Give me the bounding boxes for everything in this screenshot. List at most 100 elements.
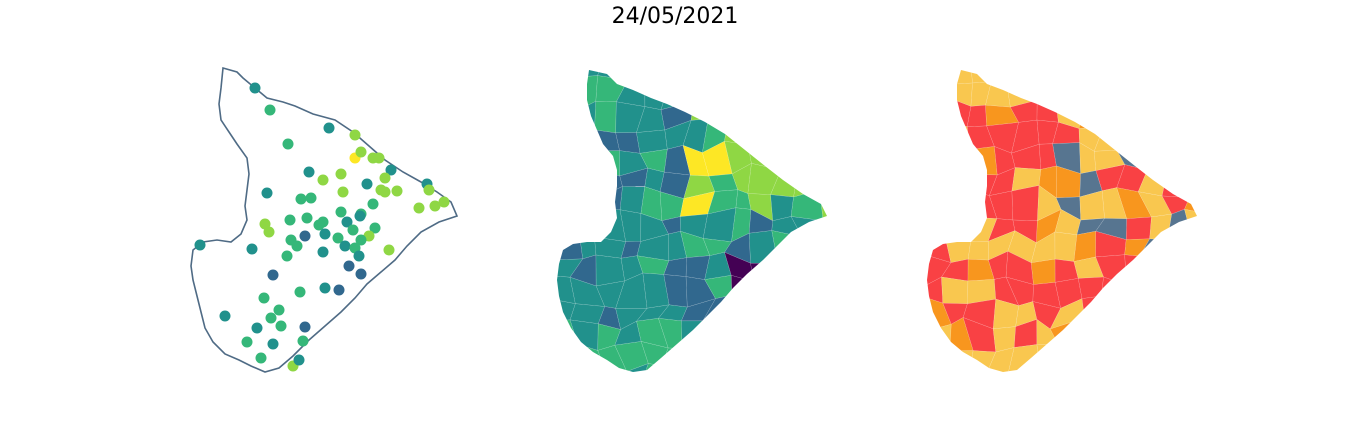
municipality-cell (1165, 251, 1189, 279)
municipality-cell (1167, 142, 1194, 176)
station-point (297, 335, 309, 347)
municipality-cell (927, 82, 953, 104)
municipality-cell (1030, 258, 1056, 285)
municipality-cell (750, 262, 779, 282)
municipality-cell (1055, 75, 1085, 106)
municipality-cell (1163, 297, 1196, 328)
municipality-cell (660, 78, 694, 111)
station-point (385, 164, 397, 176)
municipality-cell (927, 323, 952, 352)
municipality-cell (745, 102, 776, 124)
station-point (333, 284, 345, 296)
municipality-cell (745, 122, 783, 150)
municipality-cell (753, 273, 775, 308)
station-point (267, 269, 279, 281)
municipality-cell (793, 366, 826, 372)
municipality-cell (574, 361, 603, 372)
municipality-cell (1185, 251, 1197, 279)
municipality-cell (1164, 345, 1196, 371)
municipality-cell (1142, 345, 1169, 366)
municipality-cell (1184, 82, 1197, 108)
municipality-cell (1081, 295, 1108, 322)
municipality-cell (775, 75, 794, 108)
municipality-cell (815, 297, 827, 328)
municipality-cell (575, 145, 606, 173)
municipality-cell (1139, 255, 1170, 287)
station-point (379, 186, 391, 198)
municipality-cell (1077, 276, 1104, 299)
municipality-cell (1054, 340, 1082, 372)
municipality-cell (1140, 124, 1172, 148)
municipality-cell (940, 70, 973, 86)
municipality-cell (681, 344, 714, 371)
station-point (323, 122, 335, 134)
station-point (354, 210, 366, 222)
municipality-cell (1182, 365, 1197, 372)
station-point (369, 222, 381, 234)
municipality-cell (771, 230, 803, 264)
municipality-cell (1036, 99, 1059, 123)
municipality-cell (1119, 320, 1149, 350)
municipality-cell (817, 251, 827, 287)
municipality-cell (927, 146, 947, 176)
municipality-cell (1029, 70, 1063, 88)
municipality-cell (1164, 324, 1193, 347)
municipality-cell (927, 118, 950, 155)
municipality-cell (747, 368, 782, 372)
municipality-cell (927, 189, 945, 214)
municipality-cell (790, 99, 825, 133)
municipality-cell (557, 168, 579, 195)
municipality-cell (557, 211, 583, 236)
municipality-cell (797, 278, 822, 305)
municipality-cell (795, 119, 820, 154)
station-point (255, 352, 267, 364)
station-point (293, 354, 305, 366)
municipality-cell (774, 368, 795, 372)
station-point (355, 146, 367, 158)
municipality-cell (970, 70, 992, 84)
municipality-cell (557, 77, 578, 111)
station-point (263, 226, 275, 238)
municipality-cell (1191, 142, 1197, 177)
municipality-cell (1079, 78, 1107, 106)
municipality-cell (748, 70, 779, 78)
municipality-cell (1187, 123, 1197, 145)
municipality-cell (1168, 106, 1188, 126)
station-point (339, 240, 351, 252)
municipality-cell (557, 70, 572, 84)
station-point (258, 292, 270, 304)
municipality-cell (1124, 238, 1151, 257)
station-point (303, 166, 315, 178)
municipality-cell (812, 361, 827, 372)
station-point (319, 282, 331, 294)
municipality-cell (569, 169, 605, 199)
municipality-cell (927, 350, 951, 372)
municipality-cell (1122, 70, 1152, 85)
station-point (194, 239, 206, 251)
municipality-cell (792, 70, 824, 89)
municipality-cell (557, 369, 584, 372)
municipality-cell (1161, 70, 1188, 84)
municipality-cell (1145, 361, 1169, 372)
municipality-cell (1116, 124, 1149, 151)
municipality-cell (707, 70, 730, 87)
municipality-cell (815, 319, 827, 347)
municipality-cell (790, 84, 825, 108)
station-point (305, 192, 317, 204)
municipality-cell (927, 370, 950, 372)
station-point (295, 193, 307, 205)
station-point (319, 228, 331, 240)
municipality-cell (817, 236, 827, 256)
municipality-cell (731, 274, 755, 300)
station-point (413, 202, 425, 214)
municipality-cell (579, 208, 595, 238)
municipality-cell (817, 70, 827, 89)
station-point (391, 185, 403, 197)
municipality-cell (771, 273, 804, 308)
station-point (337, 186, 349, 198)
municipality-cell (1006, 70, 1031, 88)
station-point (438, 196, 450, 208)
municipality-cell (576, 100, 597, 131)
municipality-cell (1164, 361, 1196, 372)
municipality-cell (795, 236, 823, 263)
